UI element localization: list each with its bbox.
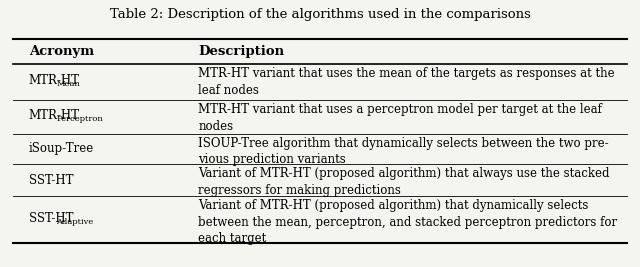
- Text: Variant of MTR-HT (proposed algorithm) that always use the stacked
regressors fo: Variant of MTR-HT (proposed algorithm) t…: [198, 167, 610, 197]
- Text: Acronym: Acronym: [29, 45, 94, 58]
- Text: Table 2: Description of the algorithms used in the comparisons: Table 2: Description of the algorithms u…: [109, 8, 531, 21]
- Text: Mean: Mean: [56, 80, 80, 88]
- Text: Perceptron: Perceptron: [56, 115, 103, 123]
- Text: SST-HT: SST-HT: [29, 174, 74, 187]
- Text: MTR-HT: MTR-HT: [29, 74, 80, 87]
- Text: SST-HT: SST-HT: [29, 212, 74, 225]
- Text: ISOUP-Tree algorithm that dynamically selects between the two pre-
vious predict: ISOUP-Tree algorithm that dynamically se…: [198, 137, 609, 166]
- Text: iSoup-Tree: iSoup-Tree: [29, 142, 94, 155]
- Text: MTR-HT variant that uses the mean of the targets as responses at the
leaf nodes: MTR-HT variant that uses the mean of the…: [198, 67, 615, 97]
- Text: Variant of MTR-HT (proposed algorithm) that dynamically selects
between the mean: Variant of MTR-HT (proposed algorithm) t…: [198, 199, 618, 245]
- Text: Description: Description: [198, 45, 285, 58]
- Text: MTR-HT variant that uses a perceptron model per target at the leaf
nodes: MTR-HT variant that uses a perceptron mo…: [198, 103, 602, 133]
- Text: MTR-HT: MTR-HT: [29, 109, 80, 122]
- Text: Adaptive: Adaptive: [56, 218, 93, 226]
